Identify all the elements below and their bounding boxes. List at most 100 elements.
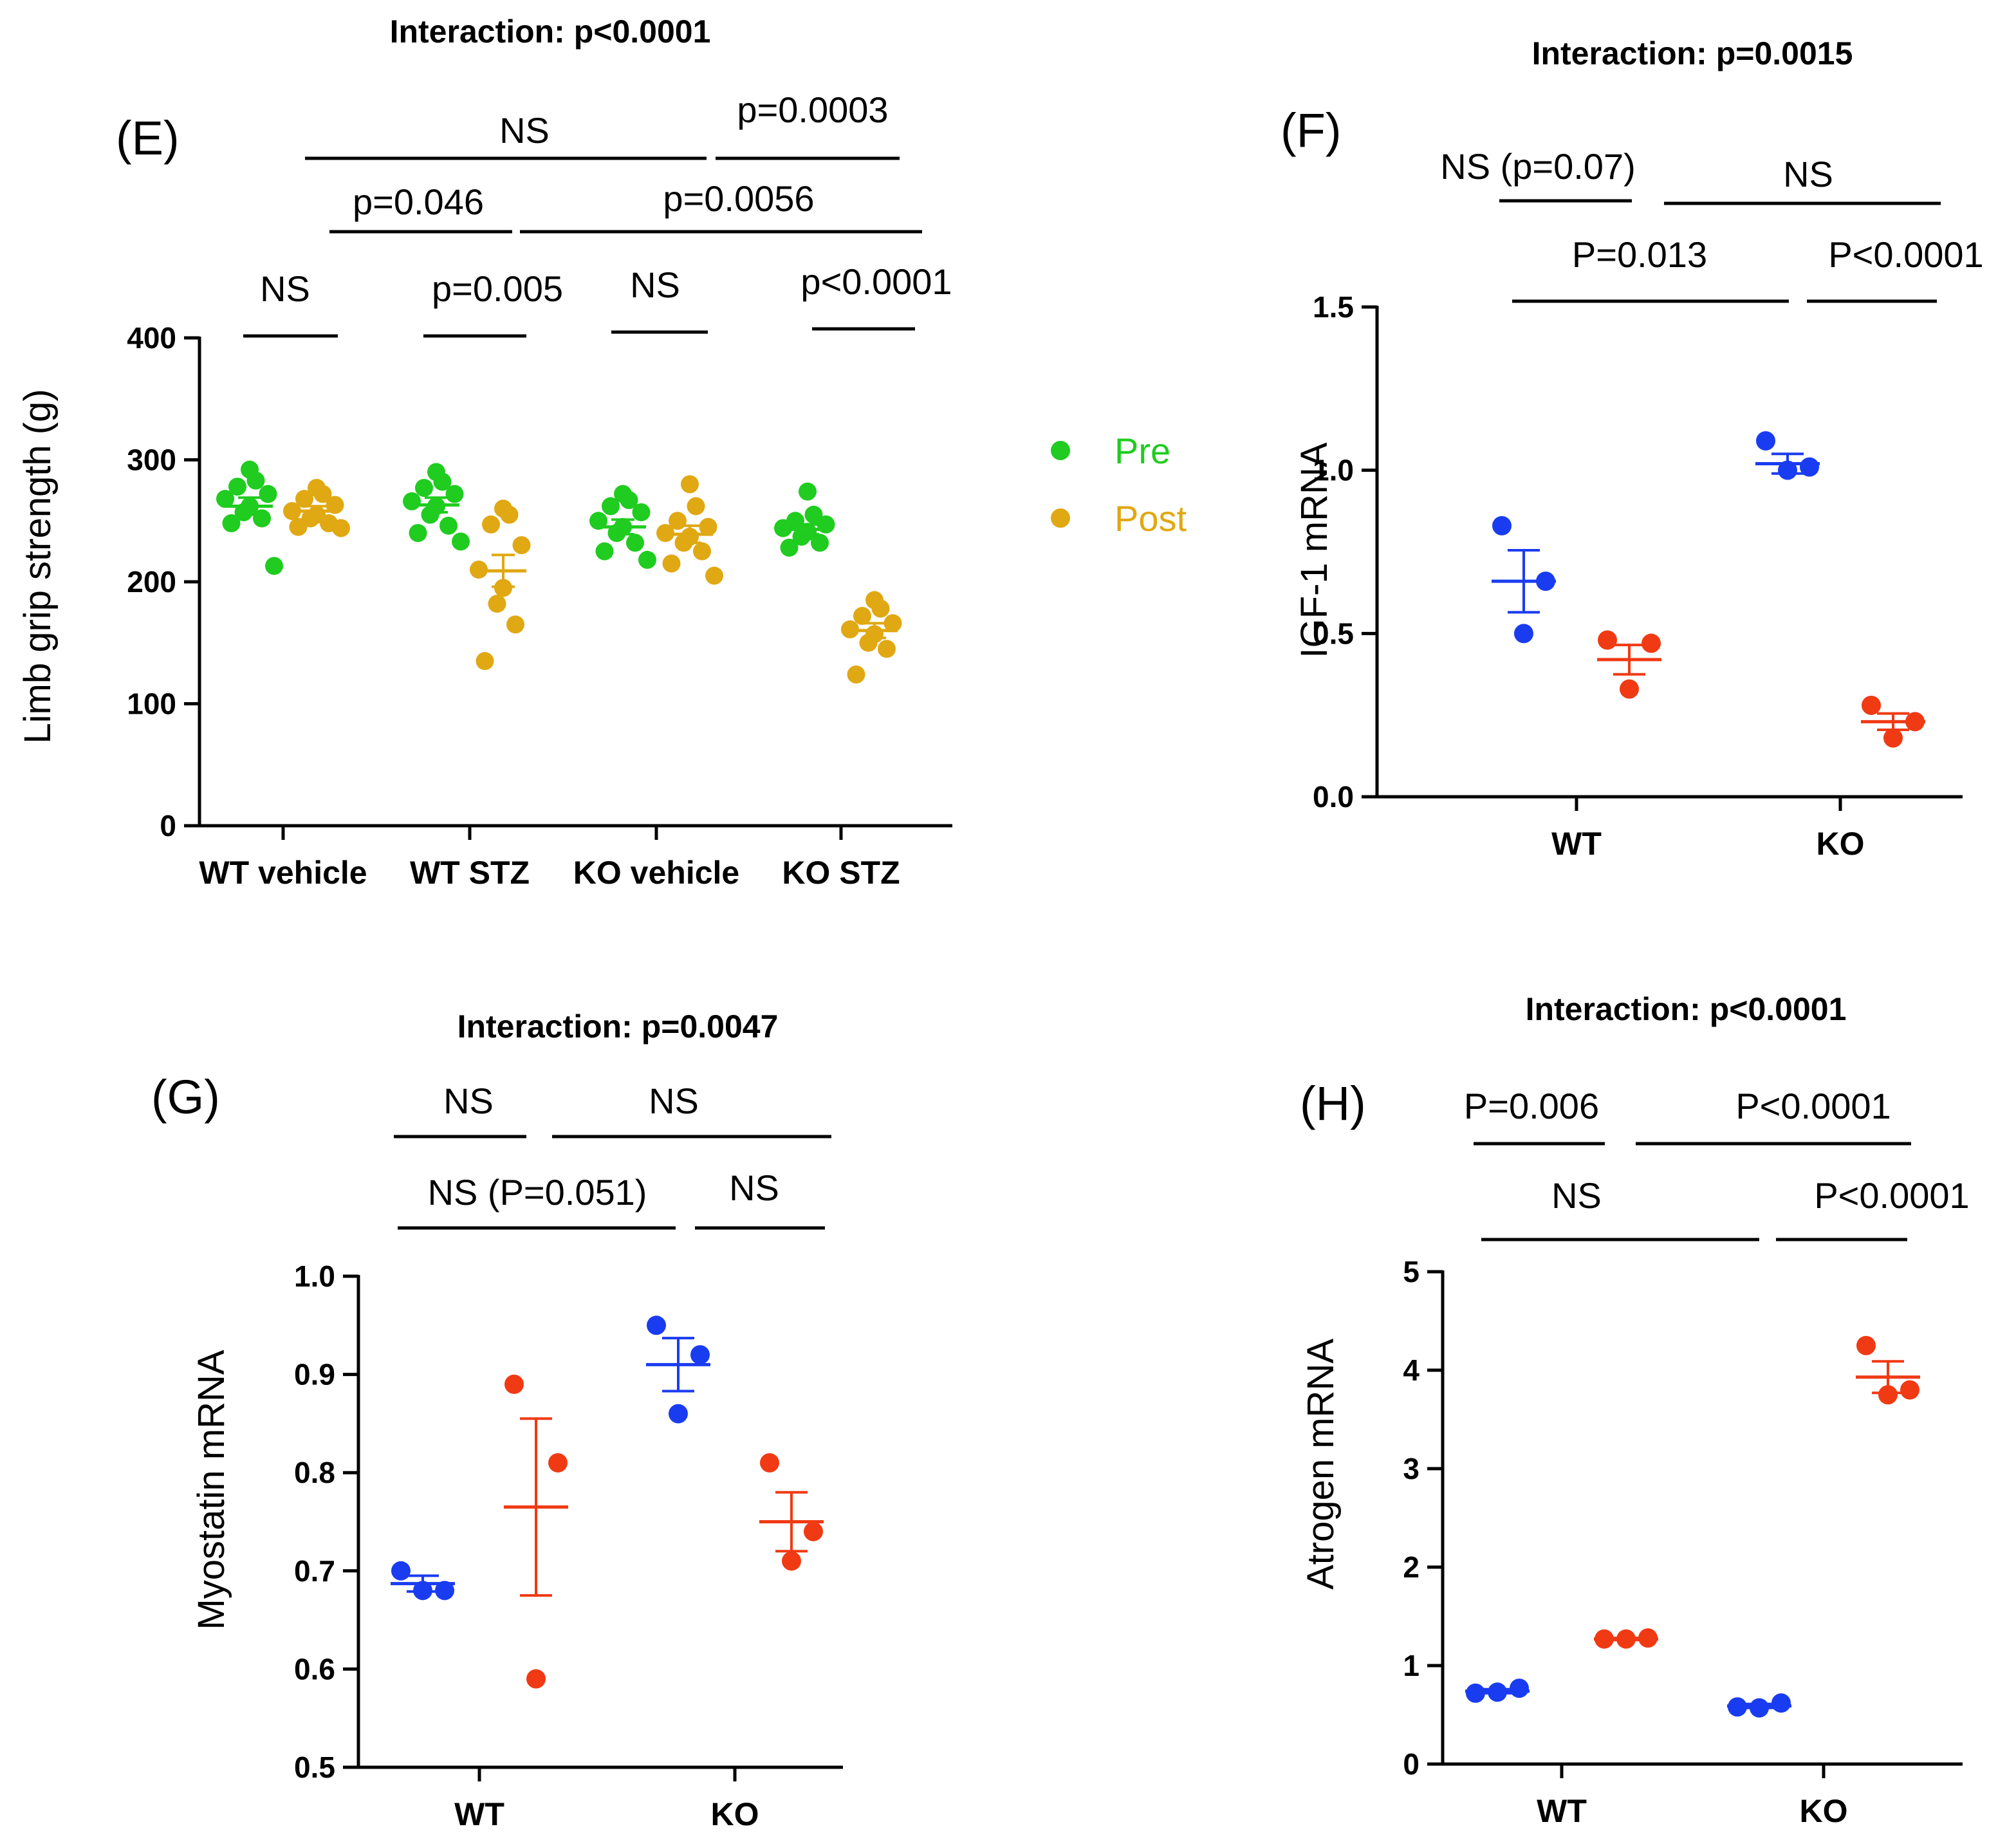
panel-g-data-points (391, 1315, 824, 1689)
bracket-label: NS (649, 1081, 699, 1121)
bracket-label: p<0.0001 (800, 261, 952, 302)
data-point (433, 472, 452, 491)
x-category-label: KO (711, 1796, 759, 1832)
y-tick-label: 0 (160, 809, 176, 842)
bracket-label: p=0.005 (432, 268, 563, 309)
panel-e-y-axis-label: Limb grip strength (g) (17, 389, 59, 743)
data-point (693, 542, 711, 561)
bracket-label: NS (260, 268, 310, 309)
bracket-label: NS (1551, 1175, 1602, 1216)
data-point (1598, 630, 1617, 650)
data-point (811, 534, 829, 552)
data-point (1862, 695, 1881, 715)
data-point (632, 503, 651, 521)
data-point (602, 497, 620, 516)
panel-h-data-points (1465, 1335, 1920, 1718)
data-point (506, 615, 524, 634)
panel-f-data-points (1492, 431, 1925, 748)
bracket-label: NS (630, 265, 680, 305)
bracket-label: P<0.0001 (1735, 1086, 1891, 1126)
y-tick-label: 1.5 (1313, 290, 1354, 324)
data-point (332, 519, 350, 537)
data-point (595, 542, 614, 561)
data-point (1492, 516, 1512, 535)
data-point (699, 517, 717, 536)
data-point (780, 538, 799, 557)
panel-e-y-ticks: 0 100 200 300 400 (127, 321, 199, 842)
x-category-label: WT (454, 1796, 504, 1832)
panel-f-significance-brackets: NS (p=0.07) NS P=0.013 P<0.0001 (1440, 146, 1984, 303)
bracket-label: P=0.013 (1572, 234, 1707, 275)
data-point (409, 524, 427, 543)
y-tick-label: 0.0 (1313, 780, 1354, 813)
panel-f-letter: (F) (1281, 104, 1342, 157)
bracket-label: p=0.046 (353, 181, 484, 222)
data-point (804, 1521, 823, 1541)
panel-g-axes (356, 1275, 843, 1769)
y-tick-label: 0.7 (294, 1554, 335, 1588)
panel-h-y-ticks: 0 1 2 3 4 5 (1403, 1255, 1443, 1781)
data-point (313, 485, 332, 503)
panel-f-y-axis-label: IGF-1 mRNA (1293, 442, 1335, 658)
y-tick-label: 1 (1403, 1649, 1420, 1682)
panel-h: Interaction: p<0.0001 (H) Atrogen mRNA 0… (1300, 991, 1970, 1829)
panel-f-x-categories: WT KO (1551, 797, 1865, 862)
bracket-label: NS (P=0.051) (428, 1172, 647, 1213)
panel-g-x-categories: WT KO (454, 1767, 759, 1832)
data-point (705, 566, 723, 585)
data-point (470, 561, 488, 579)
panel-h-significance-brackets: P=0.006 P<0.0001 NS P<0.0001 (1464, 1086, 1970, 1241)
data-point (222, 514, 241, 533)
data-point (1466, 1683, 1485, 1703)
bracket-label: NS (443, 1081, 494, 1121)
panel-h-letter: (H) (1300, 1077, 1366, 1130)
data-point (403, 492, 421, 510)
data-point (883, 614, 902, 633)
panel-g: Interaction: p=0.0047 (G) Myostatin mRNA… (151, 1008, 843, 1832)
panel-e-data-points (216, 460, 902, 684)
data-point (620, 491, 638, 510)
y-tick-label: 0.5 (294, 1751, 335, 1784)
bracket-label: P=0.006 (1464, 1086, 1599, 1126)
data-point (1771, 1693, 1791, 1713)
data-point (638, 550, 656, 569)
data-point (760, 1453, 779, 1473)
data-point (841, 620, 859, 638)
data-point (1514, 624, 1533, 644)
panel-e-significance-brackets: NS p=0.005 NS p<0.0001 p=0.046 p=0.0056 NS p=0.… (243, 89, 952, 338)
data-point (391, 1561, 411, 1581)
y-tick-label: 4 (1403, 1353, 1420, 1387)
data-point (439, 516, 458, 535)
data-point (1900, 1380, 1919, 1400)
y-tick-label: 1.0 (1313, 454, 1354, 487)
panel-e-x-categories: WT vehicle WT STZ KO vehicle KO STZ (199, 826, 900, 891)
data-point (669, 1404, 688, 1424)
data-point (782, 1551, 801, 1571)
bracket-label: NS (p=0.07) (1440, 146, 1636, 187)
data-point (476, 652, 494, 671)
panel-g-title: Interaction: p=0.0047 (458, 1008, 779, 1045)
data-point (799, 482, 817, 501)
y-tick-label: 1.0 (294, 1259, 335, 1293)
data-point (283, 502, 301, 521)
data-point (295, 490, 313, 508)
data-point (804, 505, 823, 524)
panel-h-y-axis-label: Atrogen mRNA (1300, 1339, 1342, 1590)
panel-f: Interaction: p=0.0015 (F) IGF-1 mRNA 0.0… (1281, 35, 1984, 862)
panel-h-axes (1441, 1270, 1963, 1766)
data-point (246, 471, 265, 490)
data-point (847, 665, 865, 684)
data-point (647, 1315, 666, 1335)
data-point (415, 479, 433, 497)
y-tick-label: 100 (127, 687, 176, 721)
bracket-label: P<0.0001 (1828, 234, 1983, 275)
x-category-label: WT (1551, 826, 1602, 862)
x-category-label: WT (1537, 1793, 1587, 1829)
data-point (1620, 679, 1639, 699)
panel-h-x-categories: WT KO (1537, 1764, 1848, 1829)
y-tick-label: 0 (1403, 1747, 1420, 1781)
x-category-label: WT STZ (410, 855, 530, 891)
data-point (878, 640, 896, 658)
legend-marker (1051, 508, 1070, 528)
data-point (253, 509, 271, 528)
